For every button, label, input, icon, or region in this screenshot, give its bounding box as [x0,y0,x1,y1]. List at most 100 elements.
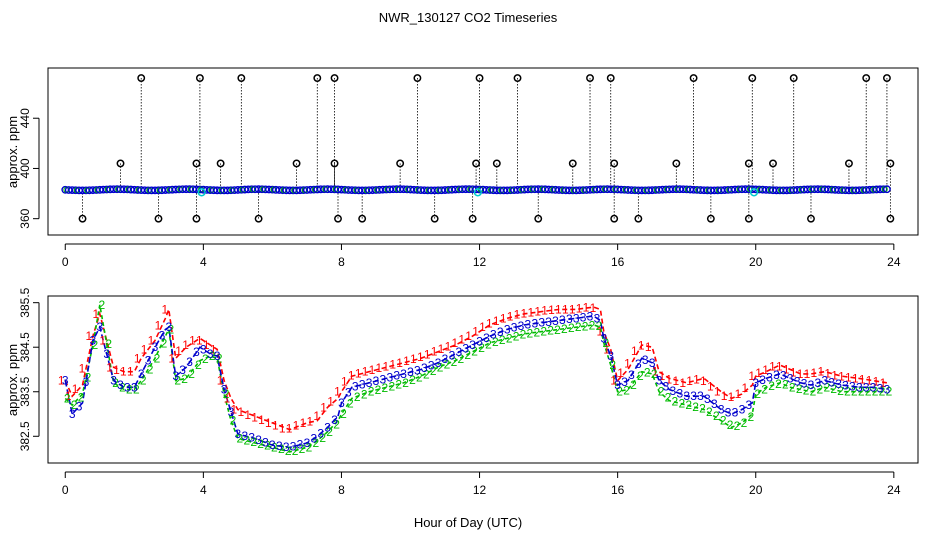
series-marker-3: 3 [338,396,345,410]
flagged-point [744,159,753,168]
series-marker-3: 3 [884,383,891,397]
series-marker-1: 1 [106,360,113,374]
series-marker-2: 2 [478,341,485,355]
series-marker-3: 3 [366,376,373,390]
bottom-x-axis: 0 4 8 12 16 20 24 [62,471,901,497]
series-marker-3: 3 [449,349,456,363]
series-marker-2: 2 [865,385,872,399]
series-marker-2: 2 [257,437,264,451]
top-y-tick-label: 440 [18,108,32,128]
bottom-x-tick-label: 0 [62,483,69,497]
series-marker-3: 3 [518,319,525,333]
top-x-axis: 0 4 8 12 16 20 24 [62,243,901,269]
series-marker-2: 2 [747,410,754,424]
series-marker-2: 2 [692,400,699,414]
flagged-point [789,74,798,82]
series-marker-3: 3 [573,311,580,325]
series-marker-1: 1 [231,403,238,417]
top-plot-frame [47,67,919,236]
top-x-tick-label: 24 [887,255,901,269]
bottom-plot-frame [47,295,919,464]
series-marker-1: 1 [161,302,168,316]
series-marker-3: 3 [780,368,787,382]
series-marker-2: 2 [195,358,202,372]
series-marker-3: 3 [62,374,69,388]
series-marker-2: 2 [741,416,748,430]
series-marker-2: 2 [209,349,216,363]
series-marker-3: 3 [566,312,573,326]
series-marker-1: 1 [389,358,396,372]
series-marker-1: 1 [237,405,244,419]
top-y-tick-label: 360 [18,208,32,228]
series-marker-3: 3 [179,363,186,377]
series-marker-3: 3 [400,367,407,381]
series-marker-3: 3 [476,334,483,348]
bottom-x-tick-label: 24 [887,483,901,497]
series-marker-3: 3 [759,373,766,387]
flagged-point [78,214,87,223]
series-marker-2: 2 [817,383,824,397]
series-marker-1: 1 [762,363,769,377]
flagged-point [769,159,777,168]
series-marker-1: 1 [831,368,838,382]
series-marker-2: 2 [575,320,582,334]
series-marker-2: 2 [485,338,492,352]
series-marker-1: 1 [479,320,486,334]
bottom-series-lines [64,304,888,453]
series-marker-2: 2 [112,376,119,390]
series-marker-2: 2 [547,324,554,338]
top-x-tick-label: 16 [611,255,625,269]
series-marker-3: 3 [808,378,815,392]
series-marker-2: 2 [851,385,858,399]
series-marker-2: 2 [161,337,168,351]
series-marker-3: 3 [297,438,304,452]
series-marker-1: 1 [583,301,590,315]
series-marker-2: 2 [803,383,810,397]
series-marker-1: 1 [783,362,790,376]
series-marker-2: 2 [844,385,851,399]
series-marker-1: 1 [265,416,272,430]
series-marker-1: 1 [465,329,472,343]
series-marker-2: 2 [499,333,506,347]
series-marker-2: 2 [402,376,409,390]
series-marker-3: 3 [863,380,870,394]
series-marker-1: 1 [714,385,721,399]
series-marker-2: 2 [858,385,865,399]
series-marker-2: 2 [368,385,375,399]
series-marker-1: 1 [866,374,873,388]
series-marker-1: 1 [590,301,597,315]
series-marker-3: 3 [725,406,732,420]
bottom-y-tick-label: 384.5 [18,332,32,362]
series-marker-3: 3 [752,376,759,390]
series-marker-2: 2 [354,390,361,404]
series-marker-3: 3 [870,380,877,394]
series-marker-2: 2 [167,322,174,336]
series-marker-1: 1 [217,374,224,388]
series-marker-1: 1 [203,338,210,352]
series-marker-2: 2 [181,372,188,386]
series-marker-3: 3 [732,406,739,420]
series-marker-3: 3 [103,347,110,361]
bottom-x-tick-label: 20 [749,483,763,497]
flagged-point [513,74,522,82]
series-marker-1: 1 [376,361,383,375]
flagged-point [568,159,577,168]
series-marker-3: 3 [683,389,690,403]
series-marker-2: 2 [271,440,278,454]
series-marker-1: 1 [306,414,313,428]
series-marker-3: 3 [393,369,400,383]
series-marker-2: 2 [727,418,734,432]
series-marker-2: 2 [685,398,692,412]
flagged-point [292,159,301,168]
series-marker-3: 3 [531,317,538,331]
series-marker-3: 3 [849,379,856,393]
series-marker-1: 1 [327,394,334,408]
series-marker-1: 1 [534,305,541,319]
series-marker-1: 1 [410,352,417,366]
series-marker-3: 3 [483,331,490,345]
top-y-axis-label: approx. ppm [5,116,20,188]
series-marker-1: 1 [735,387,742,401]
series-marker-3: 3 [621,375,628,389]
series-marker-2: 2 [810,385,817,399]
series-marker-3: 3 [594,311,601,325]
